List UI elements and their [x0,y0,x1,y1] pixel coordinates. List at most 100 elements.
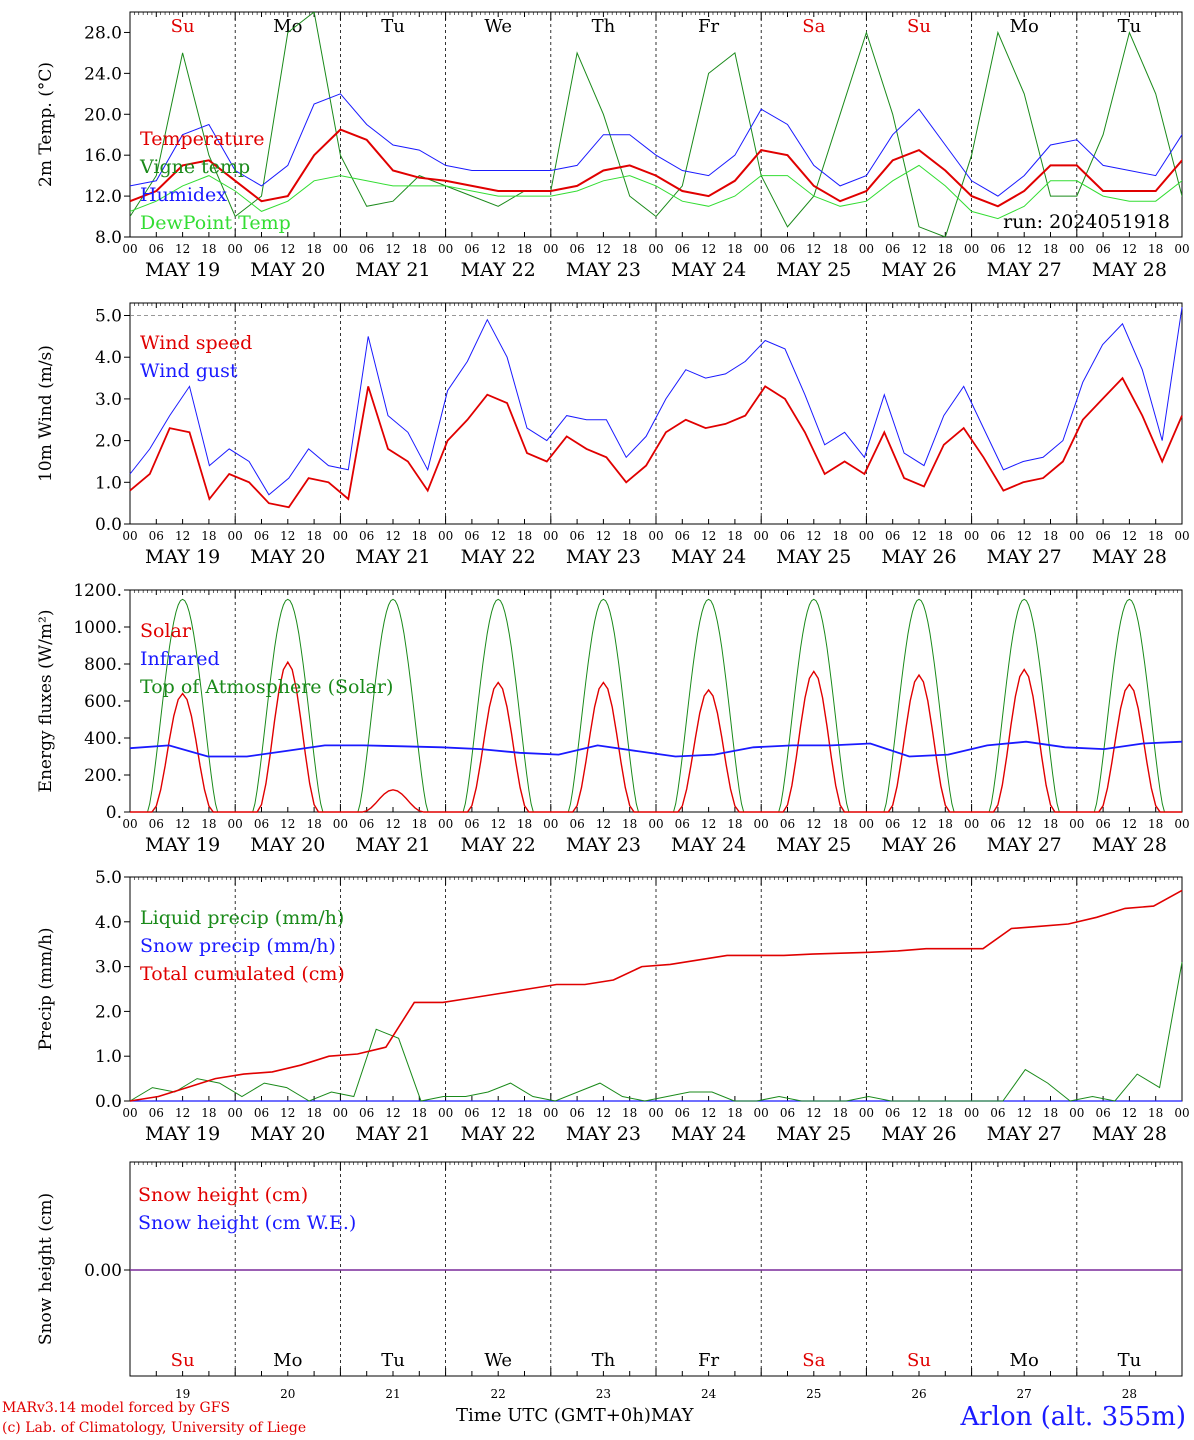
y-tick-label: 12.0 [84,187,122,207]
day-name: Th [592,16,616,37]
y-tick-label: 0. [106,803,122,823]
hour-tick-label: 06 [1095,242,1110,256]
date-label: MAY 20 [250,259,325,281]
y-tick-label: 0.0 [95,1092,122,1112]
hour-tick-label: 06 [990,529,1005,543]
legend-entry: Snow height (cm) [138,1184,308,1206]
y-tick-label: 8.0 [95,228,122,248]
date-label: MAY 26 [881,1123,956,1145]
hour-tick-label: 18 [201,817,216,831]
day-name: Mo [273,16,302,37]
date-label: MAY 19 [145,834,220,856]
day-name: Sa [802,16,825,37]
hour-tick-label: 00 [543,1106,558,1120]
hour-tick-label: 00 [859,1106,874,1120]
date-label: MAY 25 [776,546,851,568]
y-tick-label: 3.0 [95,958,122,978]
hour-tick-label: 06 [675,817,690,831]
hour-tick-label: 06 [149,1106,164,1120]
date-label: MAY 27 [987,259,1062,281]
hour-tick-label: 00 [964,529,979,543]
hour-tick-label: 18 [1043,529,1058,543]
hour-tick-label: 12 [911,242,926,256]
hour-tick-label: 12 [1017,817,1032,831]
date-label: MAY 24 [671,546,746,568]
y-tick-label: 800. [84,655,122,675]
hour-tick-label: 00 [964,817,979,831]
day-name: Mo [273,1350,302,1371]
hour-tick-label: 00 [543,242,558,256]
hour-tick-label: 18 [938,242,953,256]
date-label: MAY 28 [1092,834,1167,856]
day-name: Mo [1010,1350,1039,1371]
hour-tick-label: 18 [727,817,742,831]
hour-tick-label: 00 [438,242,453,256]
series-liquid-precip [129,962,1183,1102]
day-number: 19 [175,1387,190,1401]
date-label: MAY 20 [250,834,325,856]
day-number: 22 [491,1387,506,1401]
hour-tick-label: 18 [517,817,532,831]
hour-tick-label: 12 [1017,1106,1032,1120]
hour-tick-label: 06 [254,817,269,831]
hour-tick-label: 00 [122,817,137,831]
hour-tick-label: 00 [333,1106,348,1120]
time-axis-text: Time UTC (GMT+0h) [456,1405,651,1426]
date-label: MAY 27 [987,834,1062,856]
hour-tick-label: 06 [359,817,374,831]
series-wind-speed [129,376,1183,509]
hour-tick-label: 12 [491,1106,506,1120]
day-name: Tu [1118,1350,1142,1371]
hour-tick-label: 18 [517,242,532,256]
hour-tick-label: 12 [911,529,926,543]
day-name: Tu [381,16,405,37]
date-label: MAY 19 [145,1123,220,1145]
day-number: 21 [385,1387,400,1401]
hour-tick-label: 18 [727,1106,742,1120]
hour-tick-label: 06 [675,529,690,543]
hour-tick-label: 12 [1122,1106,1137,1120]
date-label: MAY 21 [355,1123,430,1145]
date-label: MAY 21 [355,259,430,281]
y-tick-label: 1200. [73,581,122,601]
hour-tick-label: 12 [280,529,295,543]
hour-tick-label: 06 [359,529,374,543]
date-label: MAY 19 [145,546,220,568]
hour-tick-label: 12 [701,242,716,256]
hour-tick-label: 12 [491,817,506,831]
hour-tick-label: 18 [622,242,637,256]
hour-tick-label: 00 [754,242,769,256]
date-label: MAY 21 [355,546,430,568]
hour-tick-label: 06 [359,242,374,256]
hour-tick-label: 00 [438,1106,453,1120]
hour-tick-label: 06 [885,1106,900,1120]
hour-tick-label: 12 [701,529,716,543]
day-name: Sa [802,1350,825,1371]
y-axis-label: Snow height (cm) [36,1193,56,1345]
hour-tick-label: 12 [175,242,190,256]
hour-tick-label: 06 [780,817,795,831]
hour-tick-label: 18 [832,529,847,543]
y-tick-label: 4.0 [95,348,122,368]
hour-tick-label: 00 [648,242,663,256]
date-label: MAY 27 [987,546,1062,568]
hour-tick-label: 00 [754,1106,769,1120]
y-axis-label: Precip (mm/h) [36,927,56,1050]
y-axis-label: Energy fluxes (W/m²) [36,610,56,793]
hour-tick-label: 00 [1174,1106,1189,1120]
hour-tick-label: 00 [543,817,558,831]
y-tick-label: 24.0 [84,64,122,84]
hour-tick-label: 00 [122,242,137,256]
hour-tick-label: 18 [727,529,742,543]
hour-tick-label: 12 [806,817,821,831]
legend-entry: Infrared [140,648,220,670]
hour-tick-label: 12 [385,817,400,831]
series-solar [130,660,1182,813]
hour-tick-label: 00 [648,529,663,543]
series-temperature [130,128,1182,208]
date-label: MAY 22 [461,546,536,568]
series-wind-gust [129,307,1183,496]
date-label: MAY 22 [461,259,536,281]
hour-tick-label: 12 [596,1106,611,1120]
hour-tick-label: 12 [491,242,506,256]
